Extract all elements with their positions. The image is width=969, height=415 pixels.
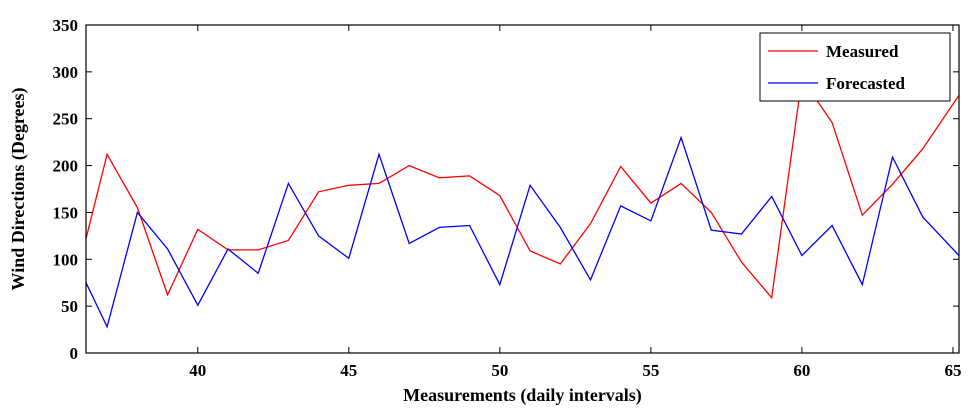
- x-tick-label: 50: [491, 361, 508, 380]
- legend-label: Forecasted: [826, 74, 906, 93]
- y-tick-label: 50: [61, 297, 78, 316]
- x-tick-label: 65: [944, 361, 961, 380]
- series-line-forecasted: [85, 135, 960, 329]
- legend-label: Measured: [826, 42, 899, 61]
- y-tick-label: 0: [70, 344, 79, 363]
- legend: Measured Forecasted: [759, 32, 951, 102]
- y-tick-label: 350: [53, 16, 79, 35]
- y-tick-label: 150: [53, 203, 79, 222]
- x-tick-label: 45: [340, 361, 357, 380]
- y-axis-title: Wind Directions (Degrees): [8, 88, 29, 291]
- ticks-layer: 40 45 50 55 60 65 0 50 100 150 200 250 300 350: [53, 16, 962, 380]
- series-line-measured: [85, 76, 960, 300]
- x-tick-label: 60: [793, 361, 810, 380]
- series-layer: [85, 76, 960, 329]
- y-tick-label: 100: [53, 250, 79, 269]
- x-tick-label: 40: [189, 361, 206, 380]
- x-axis-title: Measurements (daily intervals): [403, 385, 642, 406]
- plot-frame: [85, 24, 960, 354]
- x-tick-label: 55: [642, 361, 659, 380]
- y-tick-label: 250: [53, 110, 79, 129]
- y-tick-label: 200: [53, 157, 79, 176]
- legend-box: [759, 32, 951, 102]
- y-tick-label: 300: [53, 63, 79, 82]
